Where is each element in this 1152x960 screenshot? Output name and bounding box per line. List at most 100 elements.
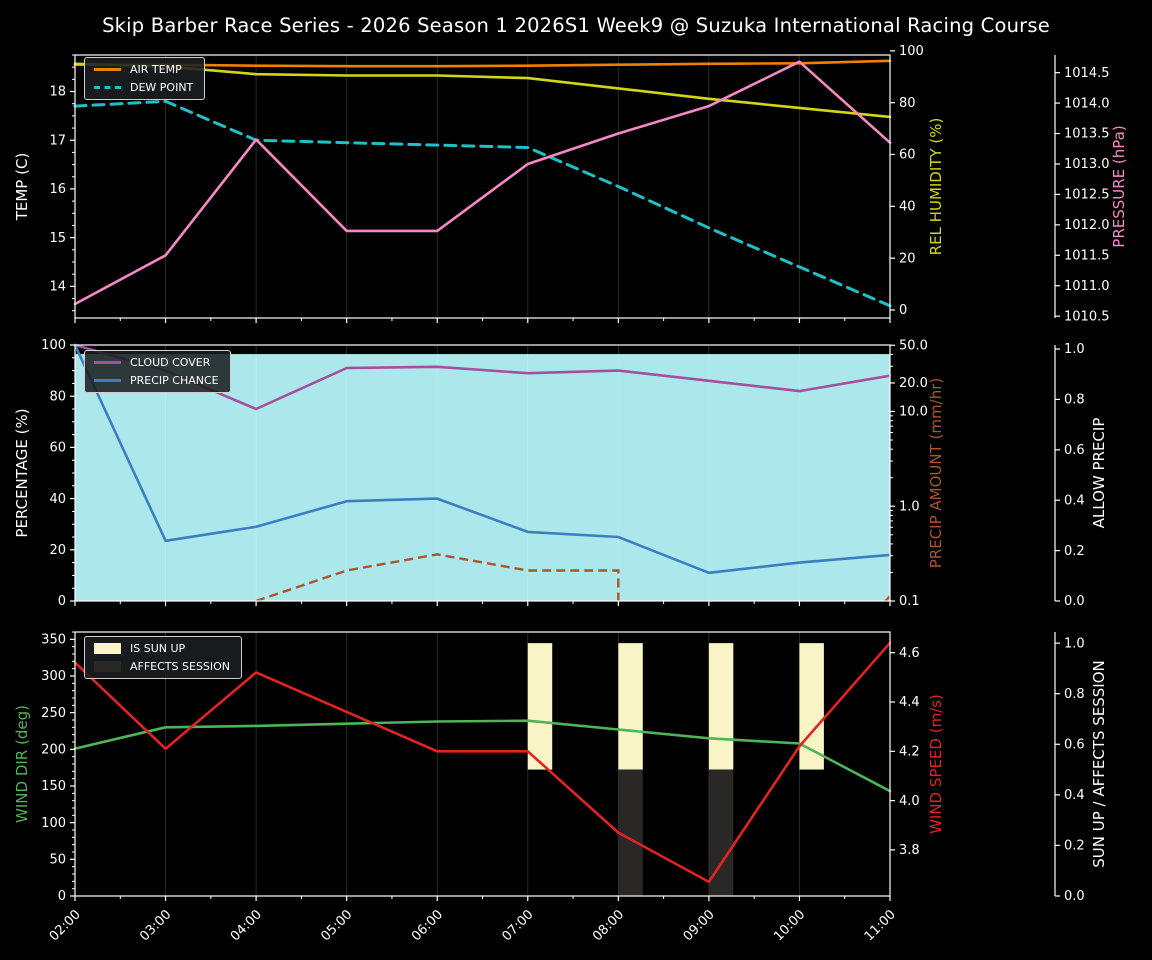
right-outer-axis-label: PRESSURE (hPa) — [1110, 125, 1128, 247]
x-tick-label: 03:00 — [137, 907, 174, 944]
right-outer-axis: 0.0 0.2 0.4 0.6 0.8 1.0 SUN UP / AFFECTS SESSI… — [1054, 632, 1108, 904]
x-axis-ticks — [74, 601, 891, 606]
tick-label: 300 — [41, 669, 66, 684]
tick-label: 80 — [49, 389, 66, 404]
panel-wind: 0 50 100 150 200 250 300 350 WIND DIR (deg) 3.8 4.… — [13, 631, 1108, 904]
air-temp-swatch — [94, 68, 121, 71]
tick-label: 250 — [41, 706, 66, 721]
right-inner-axis: 50.0 20.0 10.0 1.0 0.1 PRECIP AMOUNT (mm/hr) — [890, 338, 945, 609]
tick-label: 1.0 — [899, 499, 920, 514]
tick-label: 100 — [41, 816, 66, 831]
right-inner-axis-label: PRECIP AMOUNT (mm/hr) — [927, 378, 945, 568]
x-axis-ticks — [74, 896, 891, 901]
sun-up-bar — [527, 643, 553, 770]
right-outer-axis: 0.0 0.2 0.4 0.6 0.8 1.0 ALLOW PRECIP — [1054, 342, 1108, 609]
chart-title: Skip Barber Race Series - 2026 Season 1 … — [102, 14, 1050, 37]
legend-precipitation: CLOUD COVER PRECIP CHANCE — [84, 350, 231, 393]
tick-label: 14 — [49, 280, 66, 295]
legend-item-air-temp: AIR TEMP — [94, 63, 193, 76]
rel-humidity-line — [73, 62, 892, 119]
left-axis-label: TEMP (C) — [13, 153, 31, 222]
left-axis: 14 15 16 17 18 TEMP (C) — [13, 54, 75, 312]
tick-label: 0.0 — [1064, 594, 1085, 609]
tick-label: 350 — [41, 632, 66, 647]
allow-precip-fill — [75, 354, 890, 601]
x-tick-label: 08:00 — [590, 907, 627, 944]
legend-item-dew-point: DEW POINT — [94, 81, 193, 94]
tick-label: 0.1 — [899, 594, 920, 609]
tick-label: 16 — [49, 182, 66, 197]
air-temp-line — [73, 59, 892, 68]
sun-up-bar — [618, 643, 643, 770]
x-axis-ticks — [74, 318, 891, 323]
tick-label: 1012.0 — [1064, 218, 1110, 233]
right-outer-axis-label: ALLOW PRECIP — [1090, 418, 1108, 529]
panel-precipitation: 0 20 40 60 80 100 PERCENTAGE (%) 50.0 20.0 10.0 1.… — [13, 338, 1108, 609]
tick-label: 0.4 — [1064, 788, 1085, 803]
tick-label: 18 — [49, 85, 66, 100]
tick-label: 1.0 — [1064, 636, 1085, 651]
dew-point-swatch — [94, 86, 121, 89]
legend-label-cloud-cover: CLOUD COVER — [130, 356, 211, 369]
precip-amount-line — [884, 595, 891, 602]
tick-label: 4.0 — [899, 794, 920, 809]
right-outer-axis: 1010.5 1011.0 1011.5 1012.0 1012.5 1013.0 1013… — [1054, 55, 1128, 324]
sun-up-bar — [708, 643, 734, 770]
tick-label: 40 — [899, 199, 916, 214]
tick-label: 80 — [899, 96, 916, 111]
left-axis: 0 20 40 60 80 100 PERCENTAGE (%) — [13, 338, 75, 609]
tick-label: 0.0 — [1064, 889, 1085, 904]
tick-label: 0 — [58, 594, 66, 609]
right-inner-axis: 3.8 4.0 4.2 4.4 4.6 WIND SPEED (m/s) — [890, 646, 945, 858]
tick-label: 60 — [49, 441, 66, 456]
tick-label: 1014.5 — [1064, 66, 1110, 81]
right-outer-axis-label: SUN UP / AFFECTS SESSION — [1090, 660, 1108, 868]
right-inner-axis-label: REL HUMIDITY (%) — [927, 118, 945, 256]
panel-temperature: 14 15 16 17 18 TEMP (C) 0 20 40 60 80 100 REL HUMIDI… — [13, 44, 1128, 324]
legend-item-is-sun-up: IS SUN UP — [94, 642, 230, 655]
tick-label: 150 — [41, 779, 66, 794]
right-inner-axis-label: WIND SPEED (m/s) — [927, 694, 945, 834]
legend-temperature: AIR TEMP DEW POINT — [84, 57, 206, 100]
tick-label: 4.6 — [899, 646, 920, 661]
left-axis-label: WIND DIR (deg) — [13, 705, 31, 823]
left-axis-label: PERCENTAGE (%) — [13, 408, 31, 537]
tick-label: 0.8 — [1064, 687, 1085, 702]
left-axis: 0 50 100 150 200 250 300 350 WIND DIR (deg) — [13, 631, 75, 904]
tick-label: 1.0 — [1064, 342, 1085, 357]
x-tick-label: 05:00 — [318, 907, 355, 944]
legend-label-air-temp: AIR TEMP — [130, 63, 182, 76]
tick-label: 17 — [49, 133, 66, 148]
tick-label: 3.8 — [899, 843, 920, 858]
tick-label: 4.2 — [899, 744, 920, 759]
tick-label: 0.6 — [1064, 443, 1085, 458]
x-tick-label: 07:00 — [500, 907, 537, 944]
tick-label: 0 — [58, 889, 66, 904]
cloud-cover-swatch — [94, 361, 121, 364]
tick-label: 4.4 — [899, 695, 920, 710]
tick-label: 40 — [49, 492, 66, 507]
tick-label: 0.2 — [1064, 839, 1085, 854]
legend-label-precip-chance: PRECIP CHANCE — [130, 374, 219, 387]
tick-label: 1014.0 — [1064, 96, 1110, 111]
precip-chance-swatch — [94, 379, 121, 382]
x-tick-label: 09:00 — [681, 907, 718, 944]
wind-dir-line — [73, 719, 892, 793]
tick-label: 0.8 — [1064, 393, 1085, 408]
tick-label: 15 — [49, 231, 66, 246]
tick-label: 20 — [49, 543, 66, 558]
tick-label: 0.6 — [1064, 737, 1085, 752]
precip-chance-line — [73, 343, 892, 575]
x-tick-label: 10:00 — [771, 907, 808, 944]
tick-label: 0.2 — [1064, 544, 1085, 559]
right-inner-axis: 0 20 40 60 80 100 REL HUMIDITY (%) — [890, 44, 945, 318]
legend-label-is-sun-up: IS SUN UP — [130, 642, 186, 655]
wind-speed-line — [73, 641, 892, 884]
x-tick-label: 04:00 — [228, 907, 265, 944]
tick-label: 60 — [899, 148, 916, 163]
legend-label-dew-point: DEW POINT — [130, 81, 194, 94]
x-tick-label: 02:00 — [47, 907, 84, 944]
legend-item-precip-chance: PRECIP CHANCE — [94, 374, 219, 387]
